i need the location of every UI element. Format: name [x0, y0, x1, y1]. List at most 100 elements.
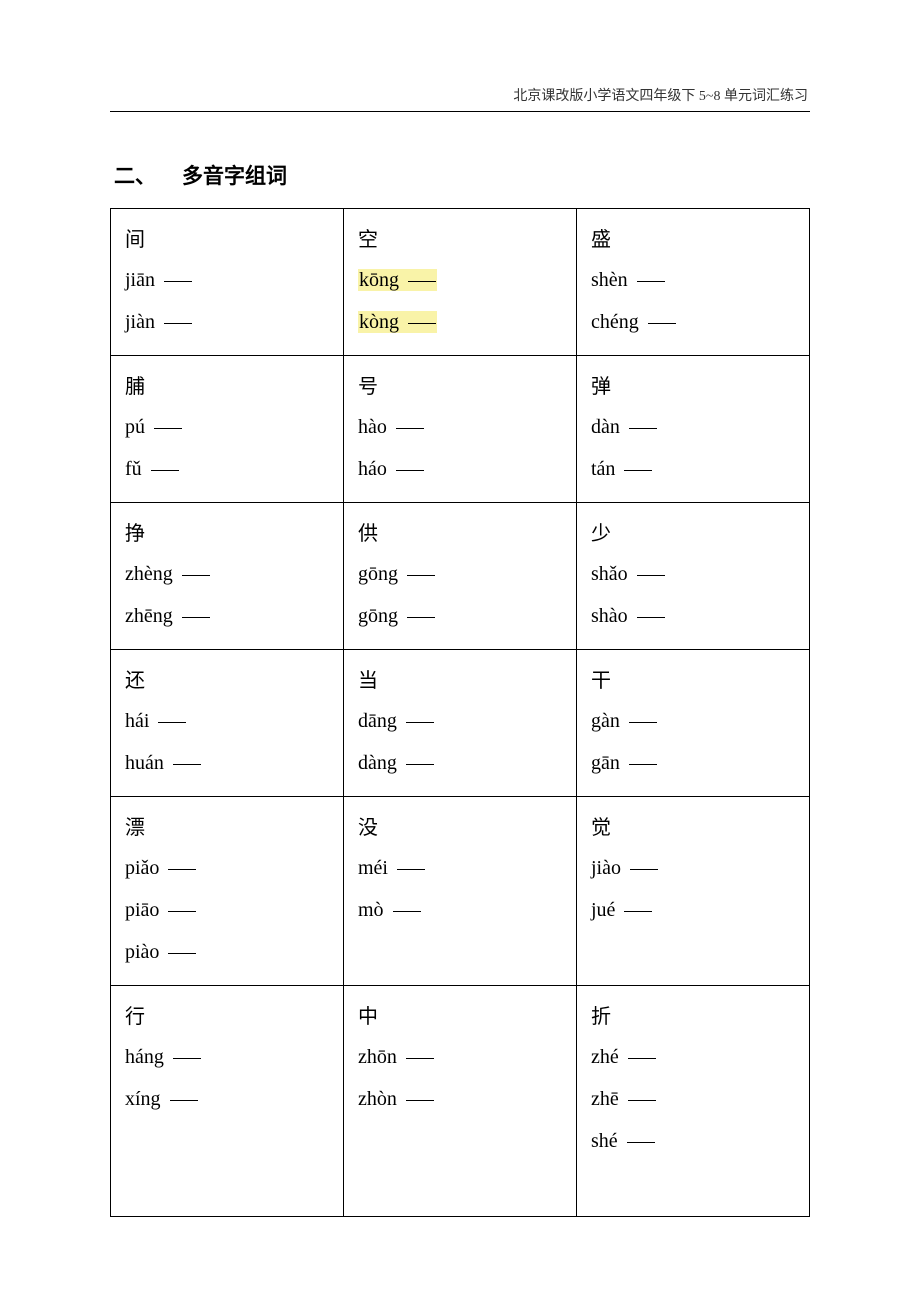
- pinyin-reading: gān: [591, 742, 795, 784]
- pinyin-reading: fǔ: [125, 448, 329, 490]
- highlight: kòng: [358, 311, 437, 333]
- pinyin-reading: zhēng: [125, 595, 329, 637]
- dash-icon: [173, 1058, 201, 1059]
- pinyin-reading: zhèng: [125, 553, 329, 595]
- polyphonic-table: 间jiān jiàn 空 kōng kòng 盛shèn chéng 脯pú fǔ…: [110, 208, 810, 1217]
- dash-icon: [408, 323, 436, 324]
- character: 当: [358, 662, 562, 700]
- character: 号: [358, 368, 562, 406]
- table-cell: 挣zhèng zhēng: [111, 503, 344, 650]
- page-header: 北京课改版小学语文四年级下 5~8 单元词汇练习: [110, 85, 810, 105]
- table-cell: 供gōng gōng: [344, 503, 577, 650]
- table-cell: 折zhé zhē shé: [577, 986, 810, 1217]
- dash-icon: [168, 953, 196, 954]
- table-cell: 没méi mò: [344, 797, 577, 986]
- pinyin-reading: jiàn: [125, 301, 329, 343]
- empty-line: [591, 1162, 795, 1204]
- pinyin-reading: zhē: [591, 1078, 795, 1120]
- dash-icon: [158, 722, 186, 723]
- character: 空: [358, 221, 562, 259]
- pinyin-reading: gōng: [358, 595, 562, 637]
- dash-icon: [168, 911, 196, 912]
- dash-icon: [628, 1058, 656, 1059]
- character: 干: [591, 662, 795, 700]
- character: 弹: [591, 368, 795, 406]
- table-cell: 号hào háo: [344, 356, 577, 503]
- dash-icon: [406, 1100, 434, 1101]
- character: 中: [358, 998, 562, 1036]
- dash-icon: [393, 911, 421, 912]
- pinyin-reading: méi: [358, 847, 562, 889]
- table-cell: 觉jiào jué: [577, 797, 810, 986]
- table-cell: 脯pú fǔ: [111, 356, 344, 503]
- pinyin-reading: kōng: [358, 259, 562, 301]
- dash-icon: [629, 722, 657, 723]
- table-cell: 中zhōn zhòn: [344, 986, 577, 1217]
- table-cell: 盛shèn chéng: [577, 209, 810, 356]
- table-cell: 空 kōng kòng: [344, 209, 577, 356]
- pinyin-reading: xíng: [125, 1078, 329, 1120]
- character: 脯: [125, 368, 329, 406]
- character: 盛: [591, 221, 795, 259]
- dash-icon: [624, 470, 652, 471]
- pinyin-reading: pú: [125, 406, 329, 448]
- empty-line: [125, 1120, 329, 1162]
- section-title-text: 多音字组词: [182, 164, 287, 188]
- header-rule: [110, 111, 810, 112]
- pinyin-reading: shǎo: [591, 553, 795, 595]
- dash-icon: [182, 617, 210, 618]
- table-row: 还hái huán 当dāng dàng 干gàn gān: [111, 650, 810, 797]
- character: 觉: [591, 809, 795, 847]
- dash-icon: [629, 764, 657, 765]
- table-cell: 间jiān jiàn: [111, 209, 344, 356]
- dash-icon: [637, 281, 665, 282]
- pinyin-reading: zhòn: [358, 1078, 562, 1120]
- table-cell: 行háng xíng: [111, 986, 344, 1217]
- table-cell: 还hái huán: [111, 650, 344, 797]
- dash-icon: [406, 1058, 434, 1059]
- pinyin-reading: shèn: [591, 259, 795, 301]
- dash-icon: [396, 428, 424, 429]
- character: 供: [358, 515, 562, 553]
- empty-line: [358, 1162, 562, 1204]
- section-number: 二、: [114, 164, 156, 188]
- dash-icon: [151, 470, 179, 471]
- dash-icon: [627, 1142, 655, 1143]
- dash-icon: [168, 869, 196, 870]
- dash-icon: [407, 575, 435, 576]
- pinyin-reading: zhé: [591, 1036, 795, 1078]
- dash-icon: [397, 869, 425, 870]
- pinyin-reading: shào: [591, 595, 795, 637]
- highlight: kōng: [358, 269, 437, 291]
- table-row: 挣zhèng zhēng 供gōng gōng 少shǎo shào: [111, 503, 810, 650]
- table-row: 行háng xíng 中zhōn zhòn 折zhé zhē shé: [111, 986, 810, 1217]
- character: 间: [125, 221, 329, 259]
- character: 没: [358, 809, 562, 847]
- pinyin-reading: piǎo: [125, 847, 329, 889]
- pinyin-reading: zhōn: [358, 1036, 562, 1078]
- dash-icon: [182, 575, 210, 576]
- table-cell: 少shǎo shào: [577, 503, 810, 650]
- pinyin-reading: háo: [358, 448, 562, 490]
- pinyin-reading: dàn: [591, 406, 795, 448]
- dash-icon: [630, 869, 658, 870]
- pinyin-reading: háng: [125, 1036, 329, 1078]
- dash-icon: [173, 764, 201, 765]
- pinyin-reading: piào: [125, 931, 329, 973]
- character: 行: [125, 998, 329, 1036]
- character: 挣: [125, 515, 329, 553]
- pinyin-reading: jué: [591, 889, 795, 931]
- character: 漂: [125, 809, 329, 847]
- pinyin-reading: kòng: [358, 301, 562, 343]
- table-cell: 弹dàn tán: [577, 356, 810, 503]
- dash-icon: [629, 428, 657, 429]
- table-cell: 漂piǎo piāo piào: [111, 797, 344, 986]
- dash-icon: [164, 281, 192, 282]
- pinyin-reading: gàn: [591, 700, 795, 742]
- table-cell: 干gàn gān: [577, 650, 810, 797]
- dash-icon: [406, 764, 434, 765]
- dash-icon: [624, 911, 652, 912]
- table-row: 间jiān jiàn 空 kōng kòng 盛shèn chéng: [111, 209, 810, 356]
- dash-icon: [406, 722, 434, 723]
- dash-icon: [408, 281, 436, 282]
